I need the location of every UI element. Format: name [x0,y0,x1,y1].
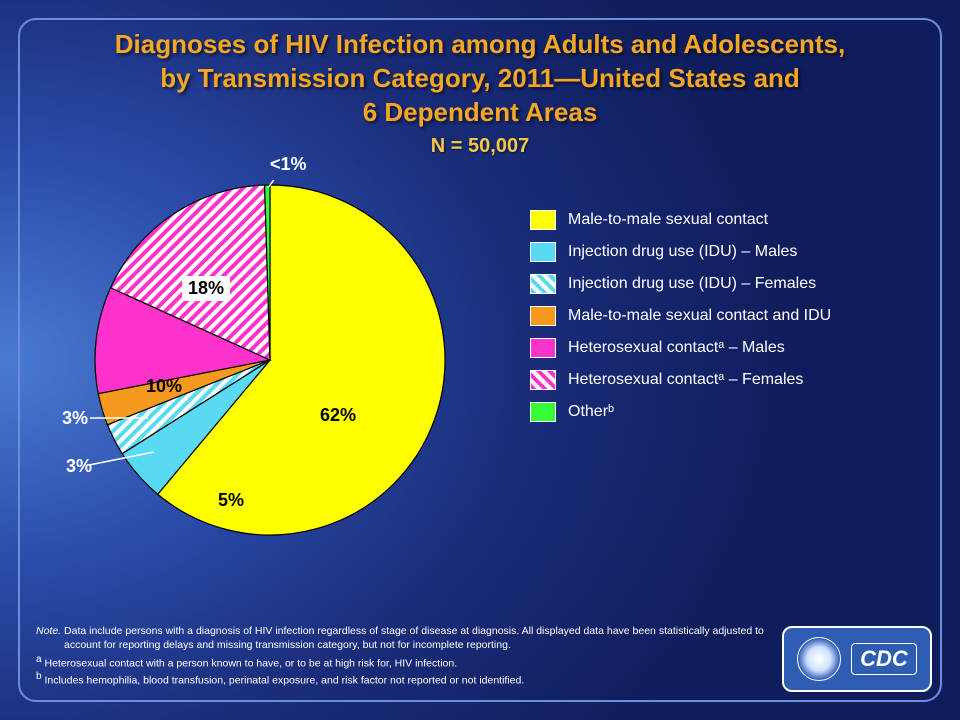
legend-label-other: Otherᵇ [568,403,614,421]
legend-swatch-idu_m [530,242,556,262]
note-prefix: Note. [36,625,61,637]
pct-idu_f: 3% [66,456,92,477]
legend-item-mmsc_idu: Male-to-male sexual contact and IDU [530,306,930,326]
legend-swatch-mmsc [530,210,556,230]
legend-item-het_f: Heterosexual contactᵃ – Females [530,370,930,390]
subtitle-n: N = 50,007 [40,135,920,158]
pct-het_m: 10% [146,376,182,397]
title-line2: by Transmission Category, 2011—United St… [40,62,920,96]
legend-label-het_f: Heterosexual contactᵃ – Females [568,371,803,389]
hhs-badge-icon [797,637,841,681]
title-block: Diagnoses of HIV Infection among Adults … [40,28,920,158]
footnote-note: Note. Data include persons with a diagno… [36,624,770,652]
footnotes: Note. Data include persons with a diagno… [36,624,770,688]
legend-label-mmsc_idu: Male-to-male sexual contact and IDU [568,307,831,325]
leader-other [268,180,285,188]
legend-swatch-mmsc_idu [530,306,556,326]
leader-idu_f [90,452,154,466]
pct-mmsc_idu: 3% [62,408,88,429]
title-line1: Diagnoses of HIV Infection among Adults … [40,28,920,62]
note-text: Data include persons with a diagnosis of… [64,625,764,651]
legend: Male-to-male sexual contact Injection dru… [530,210,930,434]
title-line3: 6 Dependent Areas [40,96,920,130]
legend-swatch-het_f [530,370,556,390]
legend-label-idu_f: Injection drug use (IDU) – Females [568,275,816,293]
legend-swatch-other [530,402,556,422]
legend-swatch-idu_f [530,274,556,294]
legend-label-idu_m: Injection drug use (IDU) – Males [568,243,797,261]
legend-label-het_m: Heterosexual contactᵃ – Males [568,339,785,357]
legend-swatch-het_m [530,338,556,358]
pct-het_f: 18% [182,276,230,301]
footnote-a: a Heterosexual contact with a person kno… [36,653,770,671]
legend-item-mmsc: Male-to-male sexual contact [530,210,930,230]
cdc-logo: CDC [782,626,932,692]
pct-mmsc: 62% [320,405,356,426]
legend-item-idu_m: Injection drug use (IDU) – Males [530,242,930,262]
pct-other: <1% [270,154,307,175]
pie-chart: 62%5%3%3%10%18%<1% [90,180,450,540]
legend-item-het_m: Heterosexual contactᵃ – Males [530,338,930,358]
legend-item-other: Otherᵇ [530,402,930,422]
leader-lines [90,180,450,540]
pct-idu_m: 5% [218,490,244,511]
cdc-wordmark: CDC [851,643,917,675]
legend-item-idu_f: Injection drug use (IDU) – Females [530,274,930,294]
footnote-b: b Includes hemophilia, blood transfusion… [36,670,770,688]
legend-label-mmsc: Male-to-male sexual contact [568,211,768,229]
